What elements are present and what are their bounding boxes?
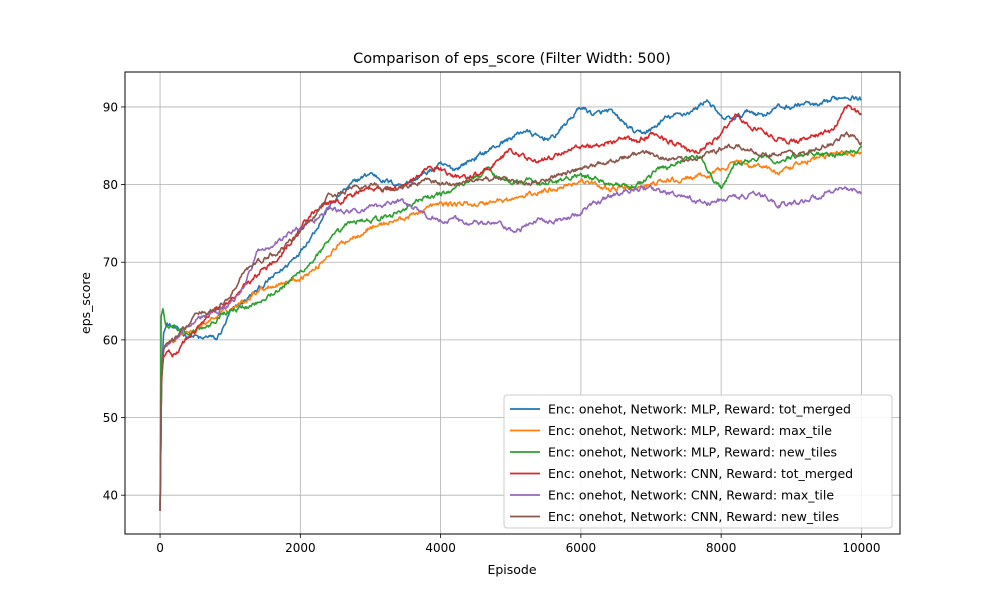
legend-label: Enc: onehot, Network: CNN, Reward: max_t… (548, 488, 834, 503)
y-tick-label: 50 (103, 411, 118, 425)
x-axis-label: Episode (487, 562, 536, 577)
x-tick-label: 0 (156, 541, 164, 555)
legend-box (503, 394, 893, 529)
y-axis-label: eps_score (78, 272, 93, 334)
x-tick-label: 2000 (285, 541, 316, 555)
y-tick-label: 80 (103, 178, 118, 192)
legend-label: Enc: onehot, Network: MLP, Reward: max_t… (548, 423, 832, 438)
legend-label: Enc: onehot, Network: MLP, Reward: tot_m… (548, 402, 851, 417)
legend-label: Enc: onehot, Network: MLP, Reward: new_t… (548, 445, 837, 460)
series-line-3 (159, 145, 863, 511)
legend-label: Enc: onehot, Network: CNN, Reward: new_t… (548, 509, 839, 524)
y-tick-label: 90 (103, 100, 118, 114)
x-axis-ticks: 0 2000 4000 6000 8000 10000 (156, 534, 881, 555)
y-tick-label: 40 (103, 489, 118, 503)
x-tick-label: 4000 (425, 541, 456, 555)
plot-frame (124, 71, 901, 535)
y-tick-label: 70 (103, 256, 118, 270)
chart-title: Comparison of eps_score (Filter Width: 5… (353, 51, 671, 67)
series-lines (159, 95, 863, 511)
series-line-4 (159, 104, 863, 511)
legend-label: Enc: onehot, Network: CNN, Reward: tot_m… (548, 466, 853, 481)
x-tick-label: 8000 (706, 541, 737, 555)
x-tick-label: 6000 (566, 541, 597, 555)
series-line-6 (159, 131, 863, 511)
x-tick-label: 10000 (842, 541, 880, 555)
series-line-1 (159, 95, 862, 511)
series-line-2 (159, 150, 863, 511)
legend: Enc: onehot, Network: MLP, Reward: tot_m… (503, 394, 893, 529)
y-tick-label: 60 (103, 333, 118, 347)
series-line-5 (159, 184, 863, 511)
y-axis-ticks: 40 50 60 70 80 90 (103, 100, 125, 503)
